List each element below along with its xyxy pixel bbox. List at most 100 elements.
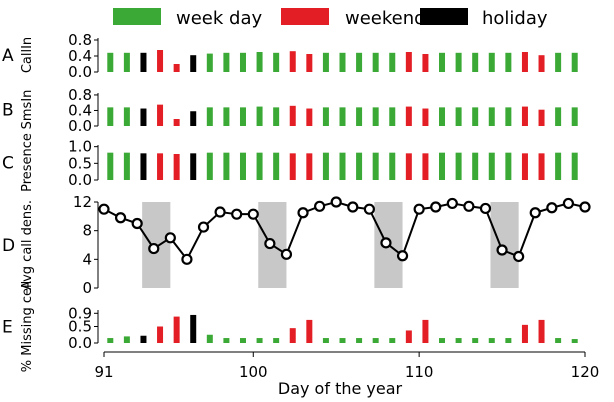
y-tick-label: 0.4	[68, 101, 92, 119]
bar-holiday	[140, 335, 147, 343]
bar-weekday	[206, 53, 213, 72]
bar-holiday	[140, 52, 147, 72]
bar-weekday	[571, 52, 578, 72]
data-point	[479, 202, 492, 215]
legend-swatch-weekend	[281, 8, 329, 25]
data-point	[529, 207, 541, 219]
y-tick-label: 0	[82, 279, 92, 297]
data-point	[231, 208, 243, 220]
panel-label: D	[2, 236, 15, 256]
bar-weekday	[107, 338, 114, 343]
y-tick-label: 0.0	[68, 117, 92, 135]
bar-weekend	[289, 51, 296, 72]
bar-weekend	[157, 50, 164, 72]
data-point	[496, 244, 508, 256]
bar-weekday	[322, 107, 329, 126]
bar-weekday	[571, 107, 578, 126]
bar-weekday	[505, 338, 512, 343]
legend: week day weekend holiday	[113, 8, 548, 29]
data-point	[181, 253, 193, 265]
bar-weekday	[571, 152, 578, 180]
bar-weekday	[223, 152, 230, 180]
x-tick-label: 91	[94, 363, 113, 381]
bar-weekend	[289, 328, 296, 343]
y-tick-label: 4	[82, 250, 92, 268]
bar-weekend	[521, 106, 528, 126]
bar-weekday	[256, 152, 263, 180]
bar-weekday	[273, 338, 280, 343]
bar-weekday	[555, 52, 562, 72]
bar-weekday	[439, 152, 446, 180]
data-point	[579, 201, 591, 213]
bar-weekend	[157, 326, 164, 343]
bar-weekday	[555, 152, 562, 180]
data-point	[380, 237, 392, 249]
bar-weekday	[123, 52, 130, 72]
bar-weekday	[273, 152, 280, 180]
data-point	[513, 250, 525, 263]
bar-weekday	[256, 52, 263, 72]
data-point	[413, 203, 425, 215]
bar-weekday	[256, 338, 263, 343]
bar-weekday	[339, 107, 346, 126]
data-point	[264, 237, 276, 250]
bar-weekday	[256, 106, 263, 126]
y-tick-label: 0.9	[68, 304, 92, 322]
legend-label: holiday	[482, 8, 548, 29]
bar-weekend	[538, 109, 545, 126]
data-point	[546, 202, 558, 214]
bar-weekday	[455, 107, 462, 126]
panel-D: 0 4 8 12 Avg call dens. D	[2, 193, 591, 297]
bar-weekday	[107, 107, 114, 126]
bar-weekend	[289, 153, 296, 180]
bar-weekday	[356, 107, 363, 126]
bar-weekday	[439, 52, 446, 72]
bar-holiday	[190, 153, 197, 180]
bar-weekday	[107, 52, 114, 72]
data-point	[247, 208, 259, 220]
data-point	[114, 212, 127, 224]
bar-weekday	[389, 152, 396, 180]
bar-holiday	[190, 111, 197, 126]
bar-weekday	[356, 338, 363, 343]
bar-weekday	[123, 152, 130, 180]
bar-weekend	[306, 108, 313, 126]
data-point	[430, 201, 442, 213]
bar-weekend	[538, 319, 545, 343]
bar-weekend	[157, 153, 164, 180]
y-tick-label: 1.0	[68, 138, 92, 156]
y-tick-label: 0.8	[68, 31, 92, 49]
y-axis-label: Avg call dens.	[20, 200, 35, 290]
x-tick-label: 110	[405, 363, 434, 381]
bar-holiday	[190, 314, 197, 343]
bar-weekday	[223, 338, 230, 343]
bar-weekday	[239, 152, 246, 180]
data-point	[347, 201, 359, 213]
bar-weekend	[538, 153, 545, 180]
bar-weekend	[538, 55, 545, 72]
bar-weekday	[571, 339, 578, 343]
data-point	[98, 203, 110, 215]
bar-weekend	[422, 319, 429, 343]
bar-weekday	[389, 338, 396, 343]
bar-weekday	[273, 52, 280, 72]
legend-swatch-week-day	[113, 8, 161, 25]
x-tick-label: 120	[571, 363, 600, 381]
y-tick-label: 0.0	[68, 63, 92, 81]
bar-weekday	[322, 52, 329, 72]
bar-weekday	[206, 107, 213, 126]
legend-label: weekend	[345, 8, 426, 29]
bar-holiday	[140, 108, 147, 126]
bar-weekday	[455, 52, 462, 72]
bar-weekday	[206, 334, 213, 343]
y-tick-label: 0.8	[68, 86, 92, 104]
panel-label: B	[2, 101, 14, 121]
bar-weekend	[405, 153, 412, 180]
bar-weekend	[422, 108, 429, 126]
bar-weekend	[521, 52, 528, 72]
panel-B: 0.00.40.8 SmsIn B	[2, 86, 578, 135]
bar-weekend	[405, 52, 412, 72]
y-tick-label: 0.5	[68, 318, 92, 336]
bar-weekday	[123, 336, 130, 343]
